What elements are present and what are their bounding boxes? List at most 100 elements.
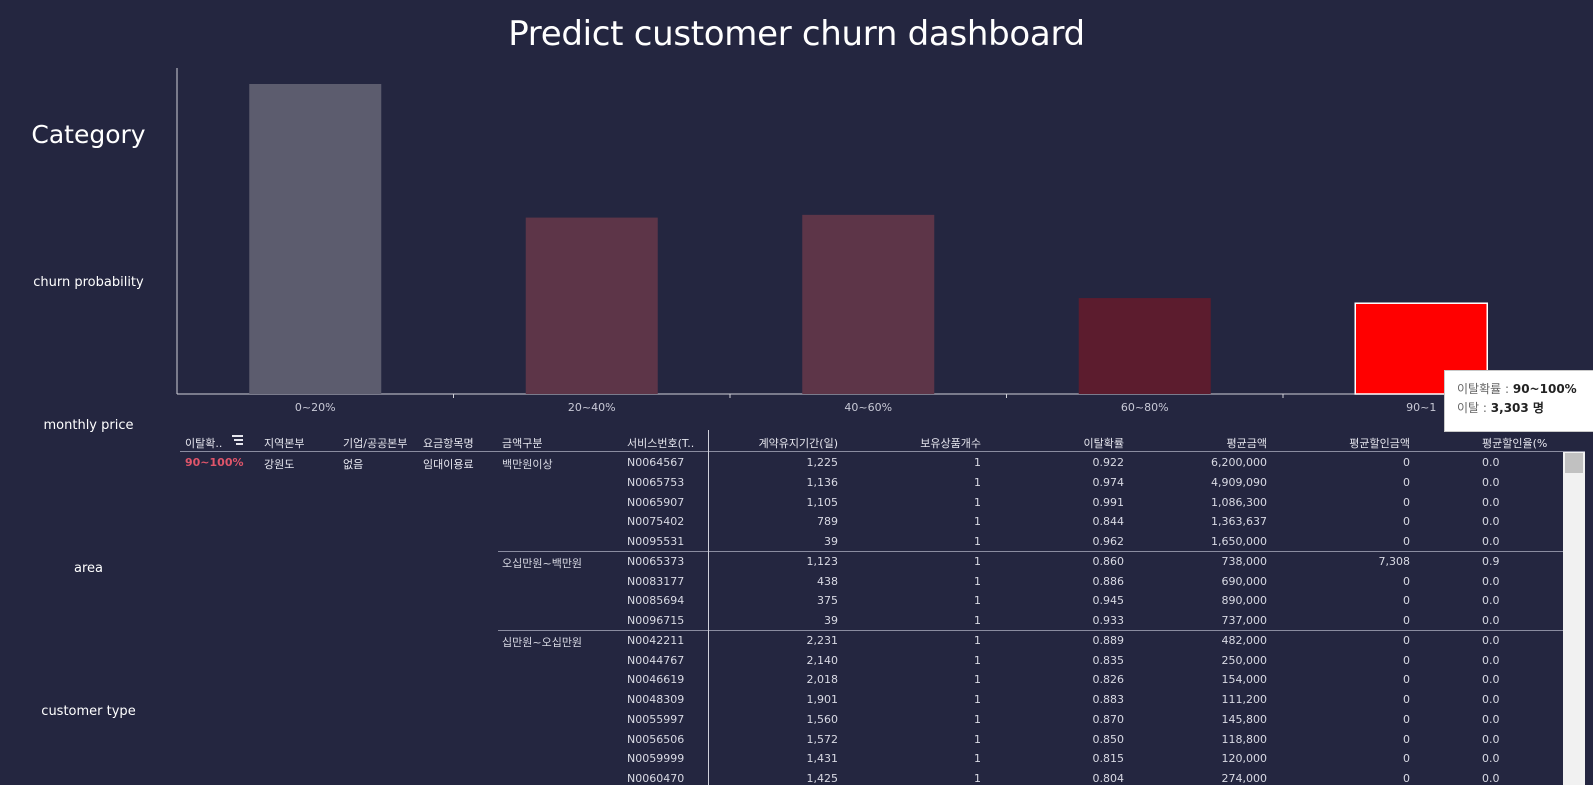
table-row[interactable]: N0046619 2,018 1 0.826 154,000 0 0.0	[180, 669, 1585, 689]
tooltip-value-churn-prob: 90~100%	[1512, 382, 1577, 396]
cell-products: 1	[974, 673, 981, 687]
header-service-no[interactable]: 서비스번호(T..	[627, 437, 695, 450]
cell-products: 1	[974, 515, 981, 529]
cell-prob: 0.883	[1092, 693, 1125, 706]
cell-avg: 111,200	[1221, 693, 1268, 706]
cell-prob: 0.850	[1092, 732, 1125, 746]
cell-products: 1	[974, 554, 981, 568]
header-churn-range[interactable]: 이탈확..	[185, 437, 223, 450]
bar-0[interactable]	[249, 84, 382, 394]
cell-avg: 737,000	[1221, 614, 1268, 627]
cell-rate: 0.0	[1482, 456, 1500, 469]
cell-products: 1	[974, 495, 981, 509]
cell-avg: 890,000	[1221, 594, 1268, 608]
table-row[interactable]: N0065907 1,105 1 0.991 1,086,300 0 0.0	[180, 492, 1585, 512]
table-row[interactable]: N0065753 1,136 1 0.974 4,909,090 0 0.0	[180, 472, 1585, 492]
cell-avg: 274,000	[1221, 772, 1268, 785]
category-heading: Category	[31, 120, 146, 149]
table-row[interactable]: N0056506 1,572 1 0.850 118,800 0 0.0	[180, 729, 1585, 749]
table-row[interactable]: N0075402 789 1 0.844 1,363,637 0 0.0	[180, 511, 1585, 531]
cell-amount-group: 오십만원~백만원	[502, 556, 583, 570]
nav-item-area[interactable]: area	[74, 561, 103, 576]
cell-disc: 0	[1403, 673, 1410, 687]
cell-days: 1,901	[806, 693, 839, 706]
cell-rate: 0.0	[1482, 475, 1500, 489]
cell-prob: 0.835	[1092, 653, 1125, 667]
churn-bar-chart: 0~20% 20~40% 40~60% 60~80% 90~1	[176, 68, 1560, 414]
nav-item-churn-probability[interactable]: churn probability	[33, 275, 144, 290]
cell-days: 39	[824, 535, 838, 548]
table-row[interactable]: N0059999 1,431 1 0.815 120,000 0 0.0	[180, 748, 1585, 768]
table-row[interactable]: N0044767 2,140 1 0.835 250,000 0 0.0	[180, 650, 1585, 670]
cell-disc: 0	[1403, 712, 1410, 726]
cell-days: 1,572	[806, 732, 839, 746]
table-row[interactable]: 백만원이상 N0064567 1,225 1 0.922 6,200,000 0 0.0	[180, 452, 1585, 472]
cell-days: 1,123	[806, 554, 839, 568]
cell-prob: 0.889	[1092, 633, 1125, 647]
cell-rate: 0.0	[1482, 594, 1500, 608]
nav-item-monthly-price[interactable]: monthly price	[43, 418, 134, 433]
cell-prob: 0.945	[1092, 594, 1125, 608]
header-churn-prob[interactable]: 이탈확률	[1083, 437, 1124, 450]
table-row[interactable]: N0055997 1,560 1 0.870 145,800 0 0.0	[180, 709, 1585, 729]
x-tick-label-2: 40~60%	[844, 401, 892, 414]
bar-1[interactable]	[525, 217, 658, 394]
header-fee-item[interactable]: 요금항목명	[423, 437, 474, 450]
bar-2[interactable]	[802, 214, 935, 394]
header-avg-amount[interactable]: 평균금액	[1226, 437, 1267, 450]
bar-4[interactable]	[1354, 302, 1488, 395]
cell-prob: 0.922	[1092, 456, 1125, 469]
cell-avg: 738,000	[1221, 554, 1268, 568]
column-divider	[708, 430, 709, 785]
cell-disc: 0	[1403, 574, 1410, 588]
tooltip-label-churn-count: 이탈 :	[1457, 401, 1487, 415]
header-avg-discount-rate[interactable]: 평균할인율(%	[1482, 437, 1548, 450]
cell-rate: 0.9	[1482, 554, 1500, 568]
cell-days: 1,560	[806, 712, 839, 726]
header-contract-days[interactable]: 계약유지기간(일)	[758, 437, 838, 450]
cell-svc: N0083177	[627, 574, 685, 588]
table-row[interactable]: N0096715 39 1 0.933 737,000 0 0.0	[180, 610, 1585, 630]
nav-item-customer-type[interactable]: customer type	[41, 704, 136, 719]
cell-svc: N0095531	[627, 535, 685, 548]
sort-icon[interactable]	[232, 435, 244, 446]
header-product-count[interactable]: 보유상품개수	[920, 437, 981, 450]
bar-3[interactable]	[1078, 298, 1211, 394]
table-scroll-thumb[interactable]	[1565, 453, 1583, 473]
cell-products: 1	[974, 535, 981, 548]
x-tick-label-3: 60~80%	[1121, 401, 1169, 414]
table-row[interactable]: 십만원~오십만원 N0042211 2,231 1 0.889 482,000 0 0.0	[180, 630, 1585, 650]
cell-avg: 1,650,000	[1211, 535, 1267, 548]
cell-avg: 6,200,000	[1211, 456, 1267, 469]
group-separator	[498, 629, 1585, 631]
header-region[interactable]: 지역본부	[264, 437, 305, 450]
cell-avg: 120,000	[1221, 752, 1268, 766]
cell-avg: 250,000	[1221, 653, 1268, 667]
cell-prob: 0.886	[1092, 574, 1125, 588]
table-row[interactable]: 오십만원~백만원 N0065373 1,123 1 0.860 738,000 7,308 0…	[180, 551, 1585, 571]
cell-products: 1	[974, 712, 981, 726]
cell-svc: N0055997	[627, 712, 685, 726]
cell-products: 1	[974, 732, 981, 746]
header-avg-discount[interactable]: 평균할인금액	[1349, 437, 1410, 450]
cell-svc: N0096715	[627, 614, 685, 627]
table-row[interactable]: N0060470 1,425 1 0.804 274,000 0 0.0	[180, 768, 1585, 785]
table-row[interactable]: N0083177 438 1 0.886 690,000 0 0.0	[180, 571, 1585, 591]
cell-disc: 0	[1403, 614, 1410, 627]
cell-days: 2,140	[806, 653, 839, 667]
cell-days: 1,225	[806, 456, 839, 469]
table-row[interactable]: N0048309 1,901 1 0.883 111,200 0 0.0	[180, 689, 1585, 709]
cell-days: 1,431	[806, 752, 839, 766]
cell-rate: 0.0	[1482, 712, 1500, 726]
table-row[interactable]: N0085694 375 1 0.945 890,000 0 0.0	[180, 590, 1585, 610]
header-org[interactable]: 기업/공공본부	[343, 437, 408, 450]
cell-rate: 0.0	[1482, 732, 1500, 746]
cell-avg: 154,000	[1221, 673, 1268, 687]
table-row[interactable]: N0095531 39 1 0.962 1,650,000 0 0.0	[180, 531, 1585, 551]
table-header: 이탈확.. 지역본부 기업/공공본부 요금항목명 금액구분 서비스번호(T.. …	[180, 430, 1585, 452]
cell-rate: 0.0	[1482, 772, 1500, 785]
table-scrollbar[interactable]	[1563, 452, 1585, 785]
header-amount-group[interactable]: 금액구분	[502, 437, 543, 450]
cell-disc: 0	[1403, 515, 1410, 529]
cell-rate: 0.0	[1482, 535, 1500, 548]
